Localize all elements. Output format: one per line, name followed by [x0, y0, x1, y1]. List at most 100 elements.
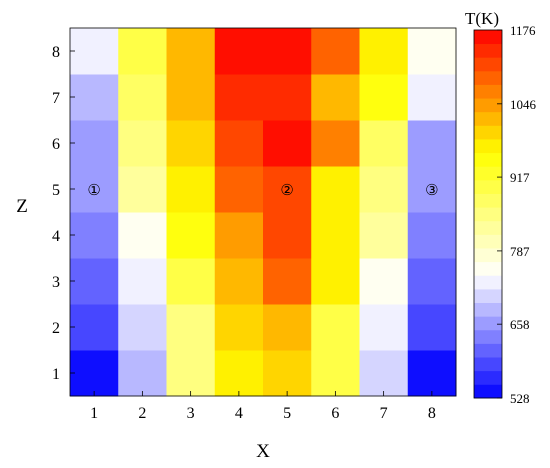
- heatmap-cell: [263, 350, 312, 397]
- heatmap-cell: [407, 74, 457, 121]
- heatmap-cell: [70, 120, 119, 167]
- colorbar-tick-label: 528: [510, 391, 530, 406]
- heatmap-cell: [214, 120, 264, 167]
- x-tick-label: 2: [138, 405, 146, 422]
- heatmap-cell: [407, 212, 457, 259]
- x-tick-label: 3: [187, 405, 195, 422]
- heatmap-cell: [70, 166, 119, 213]
- x-axis-ticks: 1 2 3 4 5 6 7 8: [90, 391, 436, 422]
- heatmap-cell: [359, 304, 409, 351]
- heatmap-cell: [166, 28, 216, 75]
- heatmap-cell: [311, 166, 360, 213]
- colorbar-segment: [474, 384, 502, 399]
- z-tick-label: 8: [52, 44, 60, 61]
- z-tick-label: 4: [52, 228, 60, 245]
- colorbar-segment: [474, 261, 502, 276]
- heatmap-cell: [70, 258, 119, 305]
- x-tick-label: 8: [428, 405, 436, 422]
- z-axis-ticks: 1 2 3 4 5 6 7 8: [52, 44, 75, 383]
- colorbar-segment: [474, 316, 502, 331]
- region-annotation: ②: [280, 183, 293, 199]
- heatmap-cells: [70, 28, 457, 397]
- colorbar-segment: [474, 220, 502, 235]
- heatmap-cell: [359, 120, 409, 167]
- heatmap-cell: [263, 212, 312, 259]
- heatmap-cell: [263, 120, 312, 167]
- colorbar: [473, 29, 503, 399]
- heatmap-cell: [407, 304, 457, 351]
- heatmap-cell: [214, 74, 264, 121]
- heatmap-cell: [407, 258, 457, 305]
- colorbar-segment: [474, 70, 502, 85]
- z-tick-label: 1: [52, 366, 60, 383]
- heatmap-cell: [70, 350, 119, 397]
- annotations: ① ② ③: [87, 183, 438, 199]
- heatmap-cell: [70, 74, 119, 121]
- colorbar-segment: [474, 166, 502, 181]
- heatmap-cell: [359, 258, 409, 305]
- colorbar-segment: [474, 98, 502, 113]
- heatmap-cell: [311, 212, 360, 259]
- colorbar-segment: [474, 84, 502, 99]
- colorbar-segment: [474, 288, 502, 303]
- heatmap-cell: [359, 74, 409, 121]
- colorbar-tick-label: 1046: [510, 97, 537, 112]
- heatmap-cell: [118, 28, 167, 75]
- heatmap-cell: [263, 74, 312, 121]
- heatmap-cell: [214, 258, 264, 305]
- colorbar-segment: [474, 43, 502, 58]
- heatmap-cell: [407, 28, 457, 75]
- colorbar-segment: [474, 139, 502, 154]
- heatmap-cell: [359, 28, 409, 75]
- x-tick-label: 7: [380, 405, 388, 422]
- z-axis-label: Z: [16, 196, 28, 217]
- x-axis-label: X: [256, 441, 270, 462]
- colorbar-segment: [474, 179, 502, 194]
- heatmap-cell: [118, 304, 167, 351]
- heatmap-cell: [166, 166, 216, 213]
- heatmap-cell: [118, 166, 167, 213]
- colorbar-segment: [474, 193, 502, 208]
- heatmap-cell: [70, 28, 119, 75]
- heatmap-cell: [311, 258, 360, 305]
- x-tick-label: 1: [90, 405, 98, 422]
- colorbar-segment: [474, 370, 502, 385]
- colorbar-segment: [474, 357, 502, 372]
- z-tick-label: 7: [52, 90, 60, 107]
- heatmap-cell: [214, 350, 264, 397]
- heatmap-cell: [166, 74, 216, 121]
- heatmap-cell: [118, 212, 167, 259]
- z-tick-label: 3: [52, 274, 60, 291]
- heatmap-cell: [263, 304, 312, 351]
- colorbar-segment: [474, 207, 502, 222]
- heatmap-cell: [70, 304, 119, 351]
- colorbar-tick-label: 917: [510, 170, 530, 185]
- heatmap-cell: [311, 304, 360, 351]
- z-tick-label: 5: [52, 182, 60, 199]
- region-annotation: ③: [425, 183, 438, 199]
- colorbar-segment: [474, 248, 502, 263]
- heatmap-cell: [166, 350, 216, 397]
- colorbar-title: T(K): [465, 9, 499, 28]
- colorbar-segment: [474, 234, 502, 249]
- colorbar-tick-label: 1176: [510, 23, 536, 38]
- heatmap-cell: [118, 258, 167, 305]
- heatmap-cell: [407, 120, 457, 167]
- colorbar-segment: [474, 152, 502, 167]
- heatmap-cell: [166, 212, 216, 259]
- heatmap-cell: [263, 166, 312, 213]
- heatmap-cell: [311, 350, 360, 397]
- heatmap-cell: [407, 166, 457, 213]
- colorbar-tick-label: 787: [510, 244, 530, 259]
- heatmap-cell: [214, 212, 264, 259]
- heatmap-cell: [263, 258, 312, 305]
- x-tick-label: 5: [283, 405, 291, 422]
- heatmap-cell: [166, 258, 216, 305]
- colorbar-segment: [474, 329, 502, 344]
- heatmap-cell: [359, 212, 409, 259]
- colorbar-segment: [474, 275, 502, 290]
- colorbar-tick-label: 658: [510, 317, 530, 332]
- heatmap-cell: [407, 350, 457, 397]
- heatmap-cell: [214, 304, 264, 351]
